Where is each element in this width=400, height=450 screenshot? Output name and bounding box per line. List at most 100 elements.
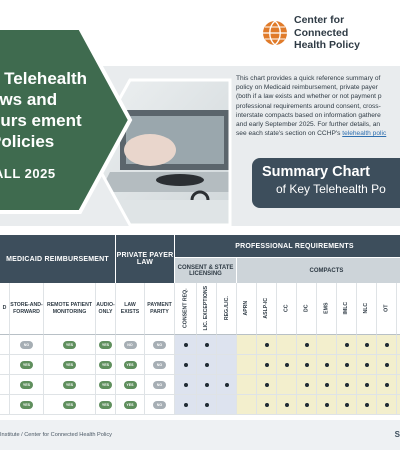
col-consent-1-label: LIC. EXCEPTIONS	[203, 286, 210, 331]
col-private-0: LAW EXISTS	[116, 283, 145, 335]
edition-label: ALL 2025	[0, 166, 56, 181]
row-2-compact-0	[237, 375, 257, 395]
subgroup-consent-licensing: CONSENT & STATE LICENSING	[175, 257, 237, 283]
row-3-compact-0	[237, 395, 257, 415]
row-0-private-1: NO	[145, 335, 175, 355]
row-1-compact-0	[237, 355, 257, 375]
member-dot	[344, 362, 349, 367]
header: e Telehealth aws and burs ement Policies…	[0, 14, 400, 227]
intro-line: interstate compacts based on information…	[236, 111, 381, 119]
member-dot	[304, 362, 309, 367]
row-2-consent-2	[217, 375, 237, 395]
row-1-medicaid-2: YES	[44, 355, 96, 375]
member-dot	[364, 342, 369, 347]
col-consent-1: LIC. EXCEPTIONS	[197, 283, 217, 335]
footer-credit: Institute / Center for Connected Health …	[0, 432, 112, 438]
intro-line: policy on Medicaid reimbursement, privat…	[236, 84, 378, 92]
yes-dot	[204, 402, 209, 407]
row-2-compact-7	[377, 375, 397, 395]
row-0-compact-3	[297, 335, 317, 355]
telehealth-policy-link[interactable]: telehealth polic	[342, 130, 387, 138]
row-1-compact-1	[257, 355, 277, 375]
no-pill: NO	[123, 340, 137, 349]
row-2-medicaid-0	[0, 375, 10, 395]
col-medicaid-1: STORE-AND-FORWARD	[10, 283, 44, 335]
col-compact-3-label: DC	[303, 304, 310, 313]
row-3-medicaid-1: YES	[10, 395, 44, 415]
footer: Institute / Center for Connected Health …	[0, 420, 400, 450]
yes-pill: YES	[63, 380, 76, 389]
page-number: S	[394, 430, 400, 439]
col-compact-1-label: ASLP-IC	[263, 298, 270, 319]
logo-text: Center for Connected Health Policy	[294, 14, 360, 52]
row-1-compact-6	[357, 355, 377, 375]
row-2-consent-1	[197, 375, 217, 395]
row-2-medicaid-2: YES	[44, 375, 96, 395]
yes-dot	[183, 342, 188, 347]
yes-dot	[183, 402, 188, 407]
yes-pill: YES	[123, 400, 137, 409]
row-2-compact-4	[317, 375, 337, 395]
group-professional-requirements: PROFESSIONAL REQUIREMENTS	[175, 235, 400, 257]
col-compact-2: CC	[277, 283, 297, 335]
row-1-compact-2	[277, 355, 297, 375]
member-dot	[324, 402, 329, 407]
yes-pill: YES	[99, 340, 112, 349]
row-1-consent-1	[197, 355, 217, 375]
cchp-logo[interactable]: Center for Connected Health Policy	[262, 14, 400, 51]
col-medicaid-3: AUDIO-ONLY	[96, 283, 116, 335]
member-dot	[264, 342, 269, 347]
col-compact-6: NLC	[357, 283, 377, 335]
yes-dot	[224, 382, 229, 387]
member-dot	[304, 402, 309, 407]
row-1-medicaid-0	[0, 355, 10, 375]
member-dot	[284, 362, 289, 367]
title-hexagon	[0, 26, 133, 214]
member-dot	[304, 342, 309, 347]
row-0-compact-2	[277, 335, 297, 355]
row-1-private-1: NO	[145, 355, 175, 375]
yes-pill: YES	[63, 360, 76, 369]
row-3-private-1: NO	[145, 395, 175, 415]
summary-subtitle: of Key Telehealth Po	[276, 182, 386, 196]
member-dot	[264, 402, 269, 407]
row-0-medicaid-3: YES	[96, 335, 116, 355]
subgroup-compacts: COMPACTS	[237, 257, 400, 283]
row-2-compact-3	[297, 375, 317, 395]
row-1-compact-3	[297, 355, 317, 375]
intro-line: and early September 2025. For further de…	[236, 121, 381, 129]
yes-pill: YES	[20, 380, 33, 389]
col-compact-5-label: IMLC	[343, 302, 350, 315]
col-compact-2-label: CC	[283, 304, 290, 313]
col-compact-7: OT	[377, 283, 397, 335]
intro-line: see each state's section on CCHP's	[236, 130, 343, 138]
col-compact-4: EMS	[317, 283, 337, 335]
row-1-consent-2	[217, 355, 237, 375]
row-2-medicaid-3: YES	[96, 375, 116, 395]
yes-dot	[183, 382, 188, 387]
group-medicaid-reimbursement: MEDICAID REIMBURSEMENT	[0, 235, 116, 283]
row-2-private-1: NO	[145, 375, 175, 395]
row-3-compact-3	[297, 395, 317, 415]
member-dot	[304, 382, 309, 387]
yes-pill: YES	[99, 400, 112, 409]
row-3-compact-8	[397, 395, 400, 415]
member-dot	[384, 342, 389, 347]
row-3-private-0: YES	[116, 395, 145, 415]
summary-table: MEDICAID REIMBURSEMENT PRIVATE PAYER LAW P…	[0, 235, 400, 420]
col-private-1: PAYMENT PARITY	[145, 283, 175, 335]
row-0-consent-0	[175, 335, 197, 355]
yes-dot	[204, 382, 209, 387]
row-0-compact-5	[337, 335, 357, 355]
row-2-compact-1	[257, 375, 277, 395]
summary-chart-card: Summary Chart of Key Telehealth Po	[252, 158, 400, 208]
member-dot	[384, 382, 389, 387]
row-2-medicaid-1: YES	[10, 375, 44, 395]
yes-pill: YES	[20, 360, 33, 369]
yes-pill: YES	[99, 360, 112, 369]
row-0-compact-6	[357, 335, 377, 355]
publication-title: e Telehealth aws and burs ement Policies	[0, 69, 87, 151]
row-2-compact-5	[337, 375, 357, 395]
yes-pill: YES	[63, 340, 76, 349]
no-pill: NO	[153, 380, 166, 389]
